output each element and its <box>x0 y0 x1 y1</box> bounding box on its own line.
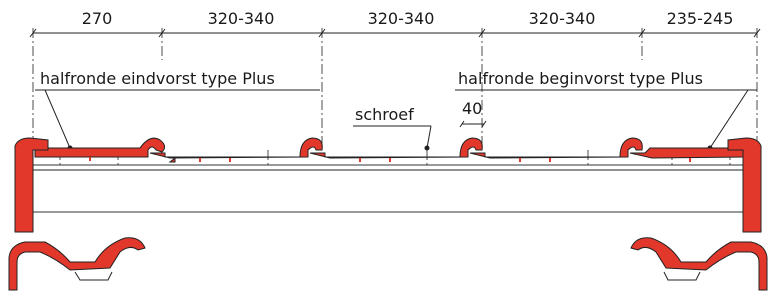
diagram: 270 320-340 320-340 320-340 235-245 half… <box>0 0 776 301</box>
leader <box>427 126 431 148</box>
dimension-label: 320-340 <box>529 9 596 28</box>
roof-tiles <box>9 138 767 290</box>
dimension-label: 270 <box>82 9 113 28</box>
label: 40 <box>462 99 482 118</box>
dimension-label: 320-340 <box>368 9 435 28</box>
dimension-label: 320-340 <box>208 9 275 28</box>
label: halfronde beginvorst type Plus <box>458 69 703 88</box>
label: schroef <box>355 105 414 124</box>
leader-dot <box>425 146 430 151</box>
label: halfronde eindvorst type Plus <box>40 69 275 88</box>
dimension-label: 235-245 <box>667 9 734 28</box>
leader <box>45 90 70 148</box>
batten <box>33 165 757 212</box>
